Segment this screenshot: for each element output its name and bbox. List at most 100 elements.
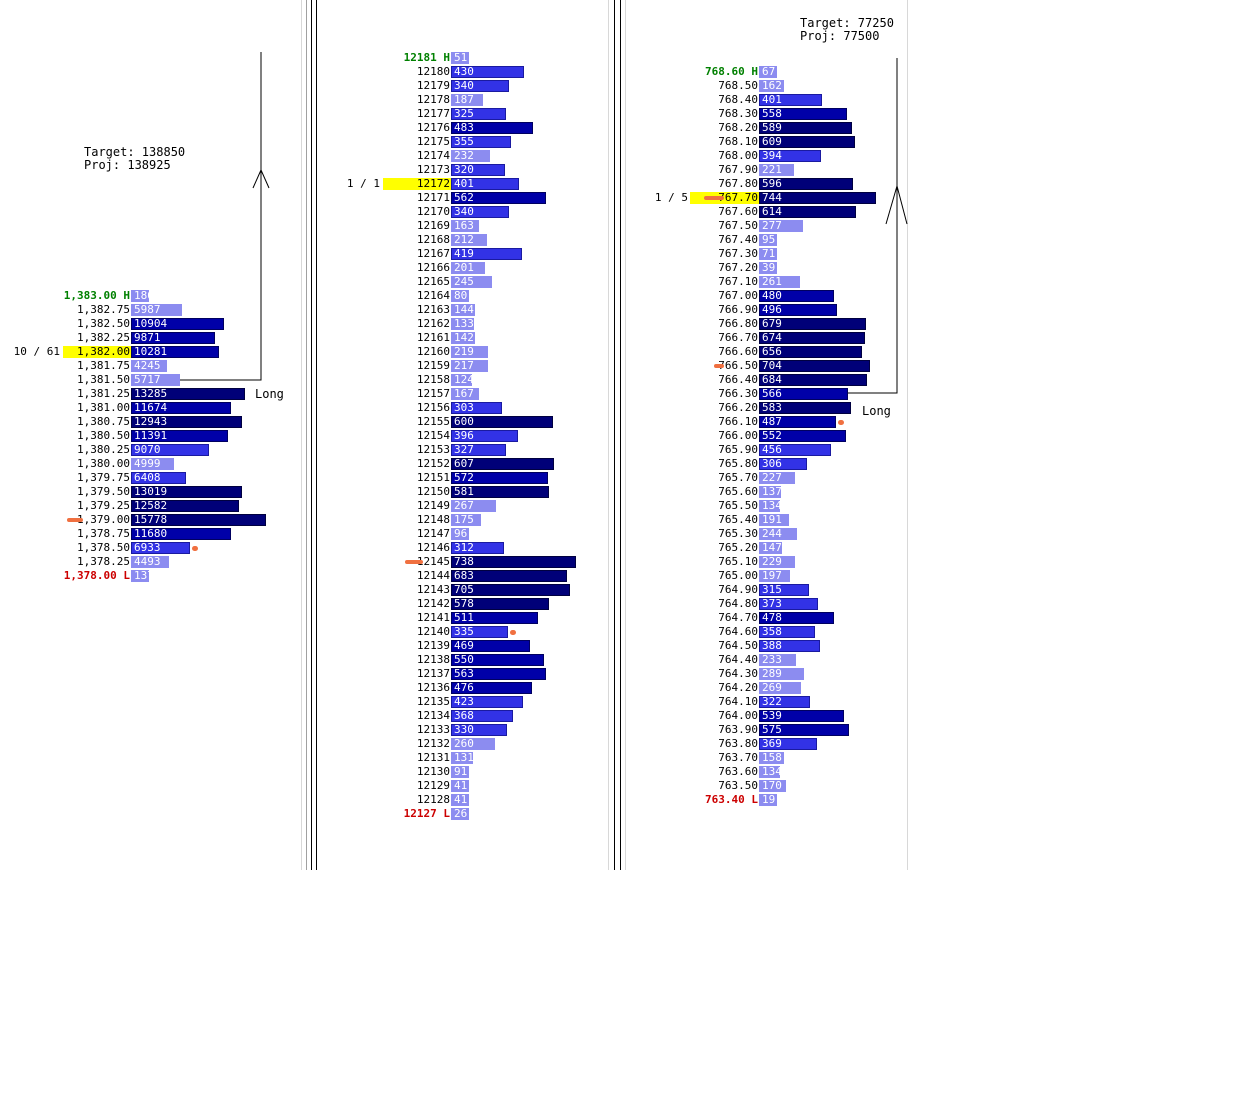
price-label: 765.00: [718, 569, 758, 582]
price-label: 765.20: [718, 541, 758, 554]
price-label: 12128: [416, 793, 450, 806]
volume-bar: [759, 752, 784, 764]
volume-value: 4245: [134, 359, 161, 372]
panel-divider: [301, 0, 302, 870]
volume-bar: [131, 318, 224, 330]
price-label: 766.00: [718, 429, 758, 442]
volume-bar: [451, 542, 504, 554]
session-high-label: 12181 H: [403, 51, 450, 64]
price-label: 764.70: [718, 611, 758, 624]
volume-value: 340: [454, 205, 474, 218]
price-label: 1,381.00: [77, 401, 130, 414]
volume-value: 325: [454, 107, 474, 120]
volume-value: 5987: [134, 303, 161, 316]
volume-value: 562: [454, 191, 474, 204]
volume-value: 133: [454, 317, 474, 330]
volume-value: 244: [762, 527, 782, 540]
volume-bar: [451, 402, 502, 414]
highlight-ratio: 10 / 61: [13, 345, 60, 358]
session-low-label: 12127 L: [403, 807, 450, 820]
volume-value: 423: [454, 695, 474, 708]
volume-bar: [759, 696, 810, 708]
price-label: 12177: [416, 107, 450, 120]
volume-bar: [131, 458, 174, 470]
volume-value: 197: [762, 569, 782, 582]
volume-bar: [451, 248, 522, 260]
volume-value: 340: [454, 79, 474, 92]
price-label: 12156: [416, 401, 450, 414]
volume-bar: [451, 766, 469, 778]
volume-bar: [759, 458, 807, 470]
price-label: 12153: [416, 443, 450, 456]
volume-value: 6408: [134, 471, 161, 484]
volume-value: 144: [454, 303, 474, 316]
volume-value: 401: [454, 177, 474, 190]
panel-divider: [311, 0, 312, 870]
price-label: 12131: [416, 751, 450, 764]
volume-value: 221: [762, 163, 782, 176]
volume-bar: [759, 332, 865, 344]
volume-bar: [451, 220, 479, 232]
volume-value: 15778: [134, 513, 168, 526]
price-label: 12167: [416, 247, 450, 260]
price-label: 12146: [416, 541, 450, 554]
volume-bar: [451, 416, 553, 428]
price-label: 12173: [416, 163, 450, 176]
volume-value: 10281: [134, 345, 168, 358]
volume-value: 607: [454, 457, 474, 470]
volume-bar: [451, 80, 509, 92]
price-label: 766.50: [718, 359, 758, 372]
volume-value: 261: [762, 275, 782, 288]
volume-value: 679: [762, 317, 782, 330]
volume-bar: [451, 206, 509, 218]
volume-value: 12943: [134, 415, 168, 428]
price-label: 768.40: [718, 93, 758, 106]
volume-value: 131: [454, 751, 474, 764]
volume-bar: [759, 318, 866, 330]
price-label: 12171: [416, 191, 450, 204]
price-label: 1,378.25: [77, 555, 130, 568]
volume-value: 158: [762, 751, 782, 764]
volume-value: 26: [454, 807, 468, 820]
price-label: 1,381.50: [77, 373, 130, 386]
volume-value: 563: [454, 667, 474, 680]
volume-value: 539: [762, 709, 782, 722]
volume-bar: [759, 640, 820, 652]
volume-bar: [759, 486, 781, 498]
volume-value: 11391: [134, 429, 168, 442]
volume-value: 170: [762, 779, 782, 792]
price-label: 12162: [416, 317, 450, 330]
volume-bar: [451, 276, 492, 288]
price-label: 12140: [416, 625, 450, 638]
volume-value: 6933: [134, 541, 161, 554]
volume-value: 496: [762, 303, 782, 316]
orange-dot: [838, 420, 844, 425]
volume-value: 476: [454, 681, 474, 694]
volume-value: 124: [454, 373, 474, 386]
volume-value: 388: [762, 639, 782, 652]
volume-bar: [451, 752, 473, 764]
price-label: 12166: [416, 261, 450, 274]
volume-value: 368: [454, 709, 474, 722]
price-label: 767.90: [718, 163, 758, 176]
volume-value: 738: [454, 555, 474, 568]
volume-bar: [759, 192, 876, 204]
price-label: 12132: [416, 737, 450, 750]
volume-bar: [131, 500, 239, 512]
price-label: 764.20: [718, 681, 758, 694]
price-label: 12141: [416, 611, 450, 624]
price-label: 12172: [416, 177, 450, 190]
volume-bar: [451, 794, 469, 806]
volume-value: 355: [454, 135, 474, 148]
price-label: 767.80: [718, 177, 758, 190]
volume-bar: [131, 472, 186, 484]
price-label: 12161: [416, 331, 450, 344]
volume-bar: [451, 66, 524, 78]
price-label: 12159: [416, 359, 450, 372]
volume-bar: [451, 122, 533, 134]
volume-bar: [451, 780, 469, 792]
price-label: 766.40: [718, 373, 758, 386]
volume-bar: [451, 318, 474, 330]
price-label: 12155: [416, 415, 450, 428]
volume-bar: [131, 360, 167, 372]
